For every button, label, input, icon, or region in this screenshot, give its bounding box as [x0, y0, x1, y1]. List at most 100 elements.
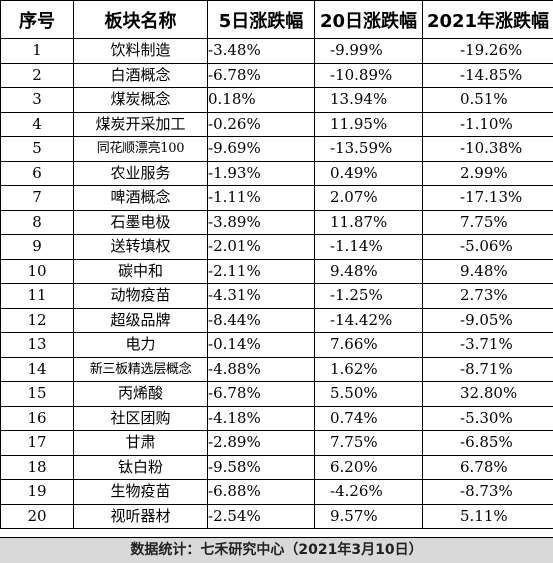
row-index: 2	[0, 62, 74, 88]
header-20day-change: 20日涨跌幅	[314, 0, 423, 39]
row-20day-change: 7.66%	[314, 332, 423, 358]
row-20day-change: 1.62%	[314, 356, 423, 382]
row-ytd-change: 2.73%	[422, 283, 553, 309]
row-5day-change: -0.26%	[207, 111, 315, 137]
table-row: 19 生物疫苗 -6.88% -4.26% -8.73%	[0, 479, 553, 505]
row-ytd-change: -9.05%	[422, 307, 553, 333]
row-5day-change: -2.01%	[207, 234, 315, 260]
table-row: 6 农业服务 -1.93% 0.49% 2.99%	[0, 160, 553, 186]
row-sector-name: 煤炭开采加工	[73, 111, 208, 137]
row-5day-change: -8.44%	[207, 307, 315, 333]
row-5day-change: -3.48%	[207, 38, 315, 64]
row-5day-change: -9.69%	[207, 136, 315, 162]
row-index: 5	[0, 136, 74, 162]
row-5day-change: 0.18%	[207, 87, 315, 113]
row-sector-name: 农业服务	[73, 160, 208, 186]
row-ytd-change: 9.48%	[422, 258, 553, 284]
row-5day-change: -1.93%	[207, 160, 315, 186]
table-row: 20 视听器材 -2.54% 9.57% 5.11%	[0, 503, 553, 529]
row-sector-name: 视听器材	[73, 503, 208, 529]
table-row: 13 电力 -0.14% 7.66% -3.71%	[0, 332, 553, 358]
table-row: 14 新三板精选层概念 -4.88% 1.62% -8.71%	[0, 356, 553, 382]
row-sector-name: 饮料制造	[73, 38, 208, 64]
row-sector-name: 煤炭概念	[73, 87, 208, 113]
row-ytd-change: -5.06%	[422, 234, 553, 260]
row-index: 12	[0, 307, 74, 333]
row-20day-change: -1.25%	[314, 283, 423, 309]
row-index: 20	[0, 503, 74, 529]
row-sector-name: 新三板精选层概念	[73, 356, 208, 382]
row-ytd-change: -3.71%	[422, 332, 553, 358]
header-row: 序号 板块名称 5日涨跌幅 20日涨跌幅 2021年涨跌幅	[0, 0, 553, 39]
row-5day-change: -1.11%	[207, 185, 315, 211]
row-5day-change: -6.88%	[207, 479, 315, 505]
row-sector-name: 电力	[73, 332, 208, 358]
table-row: 16 社区团购 -4.18% 0.74% -5.30%	[0, 405, 553, 431]
header-sector-name: 板块名称	[73, 0, 208, 39]
table-body: 1 饮料制造 -3.48% -9.99% -19.26% 2 白酒概念 -6.78% -10.8…	[0, 38, 553, 529]
row-20day-change: -4.26%	[314, 479, 423, 505]
row-20day-change: -10.89%	[314, 62, 423, 88]
row-ytd-change: -8.71%	[422, 356, 553, 382]
table-row: 10 碳中和 -2.11% 9.48% 9.48%	[0, 258, 553, 284]
row-20day-change: 13.94%	[314, 87, 423, 113]
row-sector-name: 社区团购	[73, 405, 208, 431]
row-index: 7	[0, 185, 74, 211]
row-index: 11	[0, 283, 74, 309]
row-20day-change: 11.87%	[314, 209, 423, 235]
row-5day-change: -6.78%	[207, 381, 315, 407]
header-index: 序号	[0, 0, 74, 39]
row-index: 14	[0, 356, 74, 382]
row-20day-change: -9.99%	[314, 38, 423, 64]
row-20day-change: -13.59%	[314, 136, 423, 162]
row-20day-change: 9.57%	[314, 503, 423, 529]
row-ytd-change: 0.51%	[422, 87, 553, 113]
table-row: 2 白酒概念 -6.78% -10.89% -14.85%	[0, 62, 553, 88]
row-ytd-change: -17.13%	[422, 185, 553, 211]
row-sector-name: 白酒概念	[73, 62, 208, 88]
table-row: 4 煤炭开采加工 -0.26% 11.95% -1.10%	[0, 111, 553, 137]
row-sector-name: 送转填权	[73, 234, 208, 260]
table-row: 5 同花顺漂亮100 -9.69% -13.59% -10.38%	[0, 136, 553, 162]
row-20day-change: -1.14%	[314, 234, 423, 260]
table-row: 9 送转填权 -2.01% -1.14% -5.06%	[0, 234, 553, 260]
table-row: 11 动物疫苗 -4.31% -1.25% 2.73%	[0, 283, 553, 309]
table-row: 7 啤酒概念 -1.11% 2.07% -17.13%	[0, 185, 553, 211]
row-5day-change: -2.54%	[207, 503, 315, 529]
row-sector-name: 钛白粉	[73, 454, 208, 480]
row-ytd-change: 5.11%	[422, 503, 553, 529]
row-index: 8	[0, 209, 74, 235]
table-row: 17 甘肃 -2.89% 7.75% -6.85%	[0, 430, 553, 456]
row-20day-change: 2.07%	[314, 185, 423, 211]
row-20day-change: 11.95%	[314, 111, 423, 137]
row-20day-change: 6.20%	[314, 454, 423, 480]
row-5day-change: -4.88%	[207, 356, 315, 382]
table-row: 3 煤炭概念 0.18% 13.94% 0.51%	[0, 87, 553, 113]
sector-performance-table: 序号 板块名称 5日涨跌幅 20日涨跌幅 2021年涨跌幅 1 饮料制造 -3.48…	[0, 0, 553, 529]
row-sector-name: 超级品牌	[73, 307, 208, 333]
row-20day-change: -14.42%	[314, 307, 423, 333]
row-20day-change: 5.50%	[314, 381, 423, 407]
row-sector-name: 生物疫苗	[73, 479, 208, 505]
row-sector-name: 同花顺漂亮100	[73, 136, 208, 162]
row-5day-change: -9.58%	[207, 454, 315, 480]
row-ytd-change: 7.75%	[422, 209, 553, 235]
row-ytd-change: -10.38%	[422, 136, 553, 162]
row-5day-change: -0.14%	[207, 332, 315, 358]
row-ytd-change: 2.99%	[422, 160, 553, 186]
row-ytd-change: -6.85%	[422, 430, 553, 456]
row-index: 6	[0, 160, 74, 186]
row-ytd-change: -8.73%	[422, 479, 553, 505]
row-5day-change: -2.11%	[207, 258, 315, 284]
row-ytd-change: 32.80%	[422, 381, 553, 407]
row-sector-name: 动物疫苗	[73, 283, 208, 309]
header-ytd-change: 2021年涨跌幅	[422, 0, 553, 39]
table-row: 18 钛白粉 -9.58% 6.20% 6.78%	[0, 454, 553, 480]
table-row: 1 饮料制造 -3.48% -9.99% -19.26%	[0, 38, 553, 64]
row-index: 13	[0, 332, 74, 358]
row-20day-change: 0.49%	[314, 160, 423, 186]
row-index: 1	[0, 38, 74, 64]
row-20day-change: 7.75%	[314, 430, 423, 456]
table-row: 12 超级品牌 -8.44% -14.42% -9.05%	[0, 307, 553, 333]
